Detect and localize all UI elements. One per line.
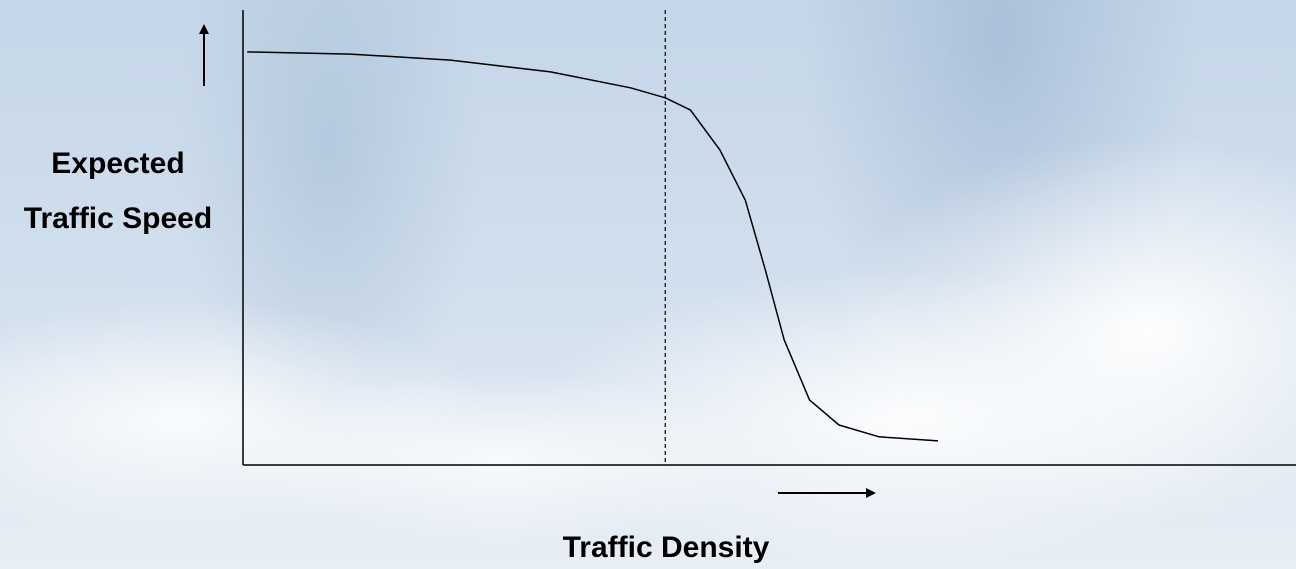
speed-curve bbox=[247, 52, 938, 441]
y-axis-label: Expected Traffic Speed bbox=[18, 136, 218, 246]
slide: Expected Traffic Speed Traffic Density bbox=[0, 0, 1296, 569]
x-axis-label: Traffic Density bbox=[466, 526, 866, 569]
chart bbox=[0, 0, 1296, 569]
